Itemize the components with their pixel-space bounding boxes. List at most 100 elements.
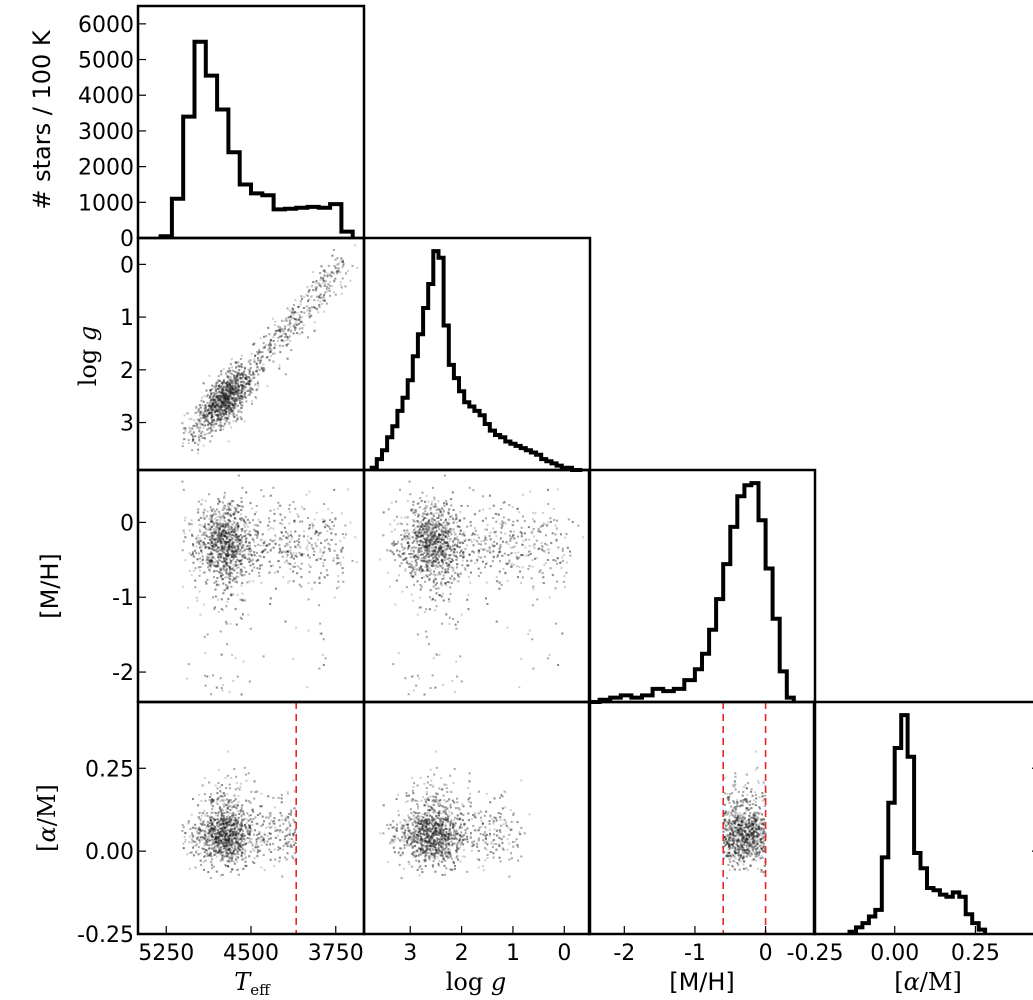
scatter-point bbox=[209, 389, 212, 392]
scatter-point bbox=[216, 391, 219, 394]
scatter-point bbox=[215, 395, 218, 398]
scatter-point bbox=[221, 412, 224, 415]
scatter-point bbox=[206, 393, 209, 396]
scatter-point bbox=[284, 333, 287, 336]
scatter-point bbox=[214, 393, 217, 396]
scatter-point bbox=[198, 537, 201, 540]
scatter-point bbox=[242, 384, 245, 387]
scatter-point bbox=[216, 410, 219, 413]
scatter-point bbox=[236, 377, 239, 380]
scatter-point bbox=[258, 351, 261, 353]
scatter-point bbox=[216, 396, 219, 399]
scatter-point bbox=[209, 399, 212, 402]
scatter-point bbox=[254, 396, 257, 398]
scatter-point bbox=[239, 391, 242, 394]
scatter-point bbox=[236, 418, 239, 421]
scatter-point bbox=[243, 521, 246, 524]
scatter-point bbox=[192, 431, 195, 434]
scatter-point bbox=[270, 338, 273, 341]
scatter-point bbox=[204, 406, 207, 409]
scatter-point bbox=[227, 392, 230, 395]
scatter-point bbox=[253, 373, 256, 376]
scatter-point bbox=[248, 388, 251, 391]
scatter-point bbox=[320, 276, 323, 279]
scatter-point bbox=[199, 530, 202, 533]
scatter-point bbox=[228, 423, 231, 426]
scatter-point bbox=[230, 560, 233, 563]
scatter-point bbox=[322, 277, 325, 280]
scatter-point bbox=[236, 382, 239, 385]
scatter-point bbox=[294, 299, 297, 302]
scatter-point bbox=[211, 402, 214, 405]
scatter-point bbox=[258, 351, 261, 354]
scatter-point bbox=[323, 284, 326, 287]
scatter-point bbox=[277, 336, 280, 339]
scatter-point bbox=[205, 535, 208, 537]
scatter-point bbox=[190, 417, 193, 420]
scatter-point bbox=[228, 399, 231, 401]
scatter-point bbox=[329, 273, 331, 276]
scatter-point bbox=[200, 435, 203, 438]
scatter-point bbox=[234, 402, 237, 405]
scatter-point bbox=[318, 284, 321, 287]
scatter-point bbox=[263, 346, 266, 349]
scatter-point bbox=[323, 546, 326, 549]
scatter-point bbox=[217, 415, 220, 418]
scatter-point bbox=[232, 543, 235, 546]
scatter-point bbox=[286, 336, 289, 339]
scatter-point bbox=[233, 375, 236, 378]
scatter-point bbox=[214, 386, 217, 389]
scatter-point bbox=[216, 418, 219, 421]
scatter-point bbox=[218, 400, 221, 403]
scatter-point bbox=[284, 336, 287, 338]
scatter-point bbox=[297, 306, 300, 309]
scatter-point bbox=[227, 397, 229, 400]
scatter-point bbox=[252, 370, 254, 373]
scatter-point bbox=[212, 415, 215, 418]
scatter-point bbox=[217, 550, 219, 553]
scatter-point bbox=[211, 403, 214, 406]
scatter-point bbox=[230, 545, 232, 548]
scatter-point bbox=[274, 543, 277, 546]
scatter-point bbox=[211, 384, 213, 387]
scatter-point bbox=[211, 401, 214, 404]
scatter-point bbox=[220, 400, 223, 403]
scatter-point bbox=[293, 318, 296, 320]
scatter-point bbox=[208, 421, 211, 424]
scatter-point bbox=[226, 407, 228, 410]
scatter-point bbox=[203, 407, 206, 410]
scatter-point bbox=[197, 408, 200, 411]
scatter-point bbox=[235, 397, 238, 400]
scatter-point bbox=[253, 360, 256, 363]
scatter-point bbox=[217, 533, 220, 536]
scatter-point bbox=[211, 560, 214, 563]
scatter-point bbox=[233, 402, 236, 405]
scatter-point bbox=[205, 559, 207, 562]
scatter-point bbox=[213, 405, 216, 408]
scatter-point bbox=[247, 525, 249, 528]
scatter-point bbox=[240, 397, 243, 400]
scatter-point bbox=[221, 399, 224, 402]
scatter-point bbox=[220, 390, 223, 393]
scatter-point bbox=[314, 282, 317, 285]
scatter-point bbox=[210, 428, 213, 431]
scatter-point bbox=[243, 367, 246, 370]
scatter-point bbox=[222, 402, 225, 405]
scatter-point bbox=[337, 267, 340, 270]
scatter-point bbox=[212, 402, 215, 405]
scatter-point bbox=[278, 328, 281, 331]
scatter-point bbox=[265, 356, 268, 359]
scatter-point bbox=[220, 370, 223, 373]
scatter-point bbox=[223, 381, 226, 384]
scatter-point bbox=[209, 399, 212, 402]
scatter-point bbox=[211, 429, 214, 432]
scatter-point bbox=[336, 257, 339, 260]
scatter-point bbox=[233, 402, 236, 405]
scatter-point bbox=[205, 406, 207, 409]
scatter-point bbox=[240, 391, 243, 394]
scatter-point bbox=[192, 435, 194, 438]
scatter-point bbox=[288, 335, 291, 338]
scatter-point bbox=[228, 397, 231, 400]
scatter-point bbox=[227, 389, 229, 392]
scatter-point bbox=[192, 438, 195, 441]
